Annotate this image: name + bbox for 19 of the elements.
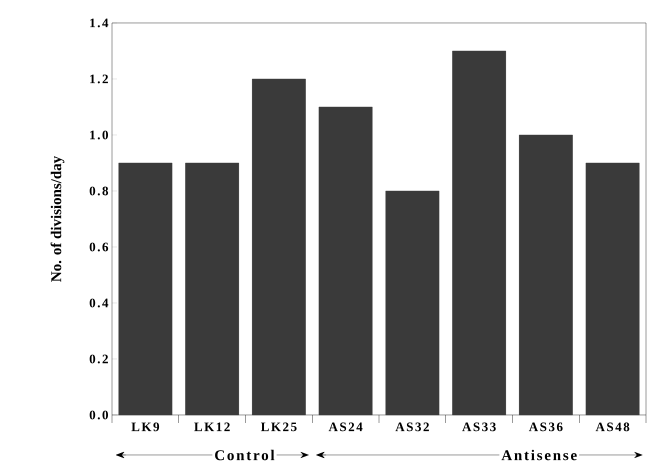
x-tick-label: AS33 — [462, 422, 496, 432]
text: Antisense — [501, 450, 577, 460]
x-tick-label: AS36 — [528, 422, 563, 432]
y-axis-title: No. of divisions/day — [50, 156, 64, 282]
y-tick-label: 1.2 — [90, 74, 108, 84]
y-tick-label: 0.0 — [90, 410, 108, 420]
y-tick-label: 0.2 — [90, 354, 108, 364]
x-tick-label: AS48 — [596, 422, 630, 432]
y-tick-label: 1.4 — [90, 18, 108, 28]
x-tick-label: LK25 — [260, 422, 297, 432]
x-tick-label: LK12 — [194, 422, 230, 432]
y-tick-label: 0.8 — [90, 186, 108, 196]
text: Control — [215, 450, 274, 460]
y-tick-label: 0.6 — [90, 242, 108, 252]
y-tick-label: 1.0 — [90, 130, 108, 140]
x-tick-label: AS24 — [328, 422, 362, 432]
x-tick-label: LK9 — [131, 422, 160, 432]
y-tick-label: 0.4 — [90, 298, 108, 308]
x-tick-label: AS32 — [395, 422, 429, 432]
